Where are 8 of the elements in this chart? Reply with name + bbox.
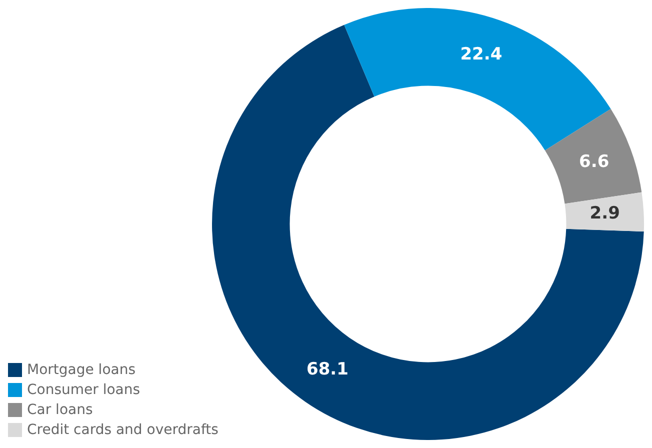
data-label: 22.4 <box>460 44 502 64</box>
data-label: 2.9 <box>590 203 620 224</box>
data-label: 68.1 <box>306 359 348 380</box>
legend-label: Car loans <box>27 401 93 420</box>
legend-label: Mortgage loans <box>27 361 136 380</box>
legend-label: Credit cards and overdrafts <box>27 421 218 440</box>
data-label: 6.6 <box>579 152 610 172</box>
legend-label: Consumer loans <box>27 381 140 400</box>
